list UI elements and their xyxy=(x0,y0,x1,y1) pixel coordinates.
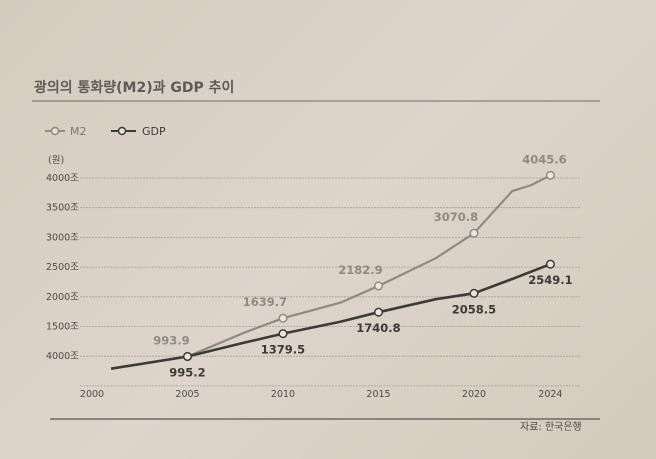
x-tick-label: 2000 xyxy=(80,389,104,400)
data-label: 2058.5 xyxy=(452,302,496,316)
data-label: 1379.5 xyxy=(261,343,305,357)
gridlines xyxy=(80,177,580,387)
data-label: 3070.8 xyxy=(434,210,478,224)
legend-item-gdp: GDP xyxy=(111,125,166,138)
data-point xyxy=(278,329,288,339)
data-point xyxy=(278,313,288,323)
data-point xyxy=(182,351,193,362)
y-tick-label: 2500조 xyxy=(46,262,79,273)
data-point xyxy=(545,170,555,180)
y-tick-label: 4000조 xyxy=(46,173,79,184)
data-label: 995.2 xyxy=(169,365,205,379)
chart-title: 광의의 통화량(M2)과 GDP 추이 xyxy=(34,79,234,96)
legend-gdp-marker-icon xyxy=(117,126,127,136)
data-label: 1740.8 xyxy=(356,321,400,335)
data-point xyxy=(545,259,555,269)
data-point xyxy=(373,307,384,317)
x-axis-ticks: 2000 2005 2010 2015 2020 2024 xyxy=(80,389,563,400)
data-point xyxy=(469,228,479,238)
series: 993.9 1639.7 2182.9 3070.8 4045.6 995.2 1379.5… xyxy=(110,152,573,379)
legend: M2 GDP xyxy=(45,125,166,138)
y-axis-unit: (원) xyxy=(48,155,64,166)
legend-gdp-label: GDP xyxy=(142,125,166,138)
legend-m2-label: M2 xyxy=(70,125,87,138)
source-note: 자료: 한국은행 xyxy=(520,421,582,433)
data-label: 1639.7 xyxy=(243,295,287,309)
data-label: 2182.9 xyxy=(338,263,382,277)
series-line-gdp xyxy=(110,262,551,370)
y-tick-label: 1500조 xyxy=(46,322,79,333)
x-tick-label: 2005 xyxy=(175,389,199,400)
data-point xyxy=(373,281,384,291)
legend-item-m2: M2 xyxy=(45,125,87,138)
data-point xyxy=(469,288,479,298)
data-label: 4045.6 xyxy=(522,152,566,166)
x-tick-label: 2020 xyxy=(462,389,486,400)
data-label: 993.9 xyxy=(153,334,189,348)
series-gdp: 995.2 1379.5 1740.8 2058.5 2549.1 xyxy=(110,259,573,379)
legend-m2-marker-icon xyxy=(50,126,60,136)
y-axis-ticks: 4000조 3500조 3000조 2500조 2000조 1500조 4000조 xyxy=(46,173,79,362)
y-tick-label: 2000조 xyxy=(46,292,79,303)
x-tick-label: 2010 xyxy=(271,389,295,400)
series-m2: 993.9 1639.7 2182.9 3070.8 4045.6 xyxy=(110,152,567,370)
data-label: 2549.1 xyxy=(528,273,572,287)
y-tick-label: 3500조 xyxy=(46,203,79,214)
x-tick-label: 2015 xyxy=(366,389,390,400)
x-tick-label: 2024 xyxy=(538,389,562,400)
y-tick-label: 4000조 xyxy=(46,351,79,362)
y-tick-label: 3000조 xyxy=(46,232,79,243)
